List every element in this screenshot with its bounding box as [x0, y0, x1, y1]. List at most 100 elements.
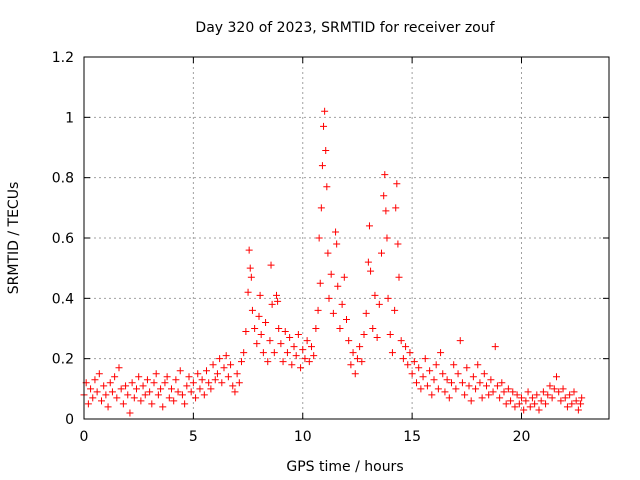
data-point	[168, 385, 175, 393]
data-point	[235, 379, 243, 387]
data-point	[493, 382, 501, 390]
data-point	[318, 162, 326, 170]
data-point	[367, 267, 375, 275]
data-point	[415, 364, 423, 372]
data-point	[220, 364, 228, 372]
data-point	[356, 343, 364, 351]
data-point	[321, 107, 329, 115]
data-point	[518, 394, 525, 402]
data-point	[448, 379, 455, 387]
data-point	[373, 334, 381, 342]
data-point	[192, 394, 200, 402]
data-point	[135, 373, 143, 381]
data-point	[467, 397, 475, 405]
data-point	[139, 382, 147, 390]
data-point	[381, 171, 389, 179]
data-point	[211, 376, 219, 384]
data-point	[454, 370, 462, 378]
data-point	[301, 355, 309, 363]
data-point	[84, 400, 92, 408]
data-point	[485, 391, 493, 399]
data-point	[268, 300, 276, 308]
data-point	[561, 394, 569, 402]
data-point	[288, 361, 296, 369]
data-point	[535, 406, 543, 414]
data-point	[555, 388, 563, 396]
data-point	[292, 352, 300, 360]
data-point	[115, 364, 123, 372]
data-point	[196, 385, 204, 393]
data-point	[93, 388, 101, 396]
data-point	[183, 382, 191, 390]
data-point	[360, 331, 368, 339]
data-point	[325, 294, 333, 302]
data-point	[89, 394, 97, 402]
data-point	[365, 222, 373, 230]
data-point	[148, 400, 156, 408]
data-point	[316, 279, 324, 287]
data-point	[274, 297, 282, 305]
data-point	[577, 400, 585, 408]
data-point	[279, 358, 287, 366]
data-point	[478, 394, 486, 402]
data-point	[375, 300, 383, 308]
data-point	[222, 352, 230, 360]
data-point	[349, 349, 357, 357]
data-point	[487, 376, 495, 384]
data-point	[299, 346, 307, 354]
data-point	[275, 325, 283, 332]
data-point	[336, 325, 344, 332]
data-point	[224, 373, 232, 381]
data-point	[546, 382, 554, 390]
data-point	[317, 204, 325, 212]
data-point	[205, 379, 213, 387]
data-point	[233, 370, 241, 378]
data-point	[290, 343, 298, 351]
data-point	[333, 240, 341, 248]
data-point	[256, 291, 264, 299]
data-point	[568, 400, 576, 408]
data-point	[537, 397, 545, 405]
data-point	[526, 403, 534, 411]
data-point	[227, 361, 235, 369]
data-point	[294, 331, 302, 339]
data-point	[450, 361, 458, 369]
data-point	[133, 385, 140, 393]
data-point	[111, 373, 119, 381]
data-point	[343, 315, 350, 323]
data-point	[238, 358, 245, 366]
data-point	[362, 309, 370, 317]
x-tick-label: 20	[513, 429, 531, 445]
data-point	[395, 273, 403, 281]
data-point	[423, 382, 431, 390]
data-point	[231, 388, 239, 396]
x-tick-label: 0	[80, 429, 89, 445]
data-point	[165, 394, 173, 402]
data-point	[441, 388, 449, 396]
data-point	[369, 325, 377, 332]
data-point	[476, 379, 484, 387]
data-point	[382, 207, 390, 215]
data-point	[303, 337, 311, 345]
data-point	[314, 306, 322, 314]
axis-ticks: 0 5 10 15 20 0 0.2 0.4 0.6 0.8 1 1.2	[52, 50, 609, 445]
data-point	[161, 379, 169, 387]
data-point	[283, 349, 291, 357]
data-point	[245, 246, 253, 254]
data-point	[417, 385, 425, 393]
x-tick-label: 10	[294, 429, 312, 445]
data-point	[496, 394, 504, 402]
data-point	[87, 385, 95, 393]
data-point	[91, 376, 99, 384]
y-tick-label: 0.2	[52, 352, 74, 368]
data-point	[566, 391, 574, 399]
data-point	[329, 309, 337, 317]
data-point	[458, 379, 466, 387]
data-point	[522, 397, 530, 405]
data-point	[452, 385, 460, 393]
data-point	[498, 379, 506, 387]
x-tick-label: 15	[403, 429, 421, 445]
data-point	[322, 147, 330, 155]
data-point	[528, 394, 536, 402]
